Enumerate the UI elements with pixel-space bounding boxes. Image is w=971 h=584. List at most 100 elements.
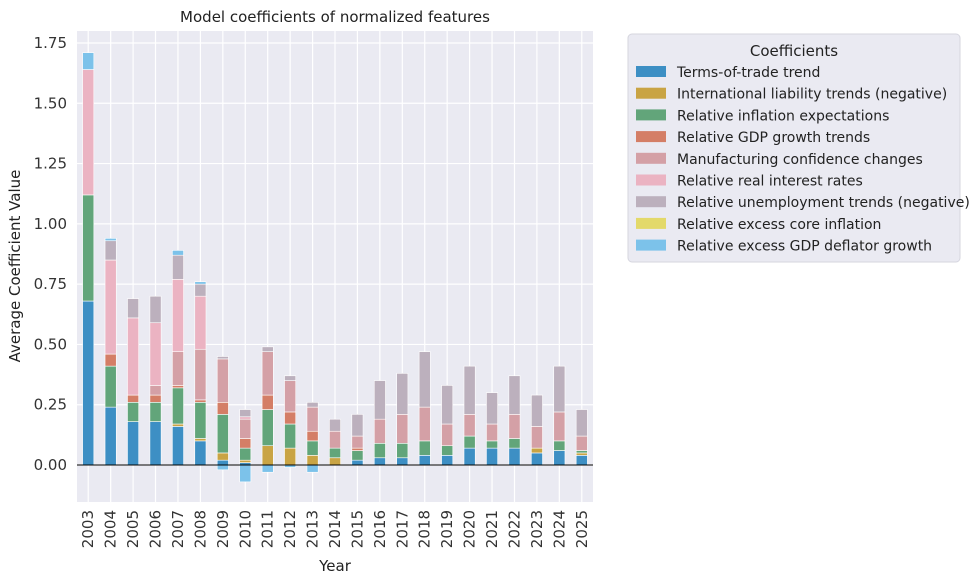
- x-tick-label: 2022: [505, 510, 523, 548]
- legend-box: [627, 33, 961, 263]
- bar-segment: [575, 452, 588, 456]
- bar-segment: [396, 373, 409, 415]
- x-tick-label: 2021: [483, 510, 501, 548]
- bar-segment: [553, 450, 566, 466]
- bar-segment: [351, 435, 364, 449]
- y-tick-label: 1.75: [34, 34, 67, 52]
- bar-segment: [441, 385, 454, 425]
- bar-segment: [82, 52, 95, 70]
- legend-label: Relative inflation expectations: [677, 108, 889, 124]
- y-tick-label: 0.25: [34, 396, 67, 414]
- bar-segment: [172, 250, 184, 256]
- x-tick-label: 2012: [281, 510, 299, 548]
- bar-segment: [194, 440, 207, 466]
- bar-segment: [531, 447, 543, 454]
- bar-segment: [284, 411, 297, 425]
- bar-segment: [329, 457, 341, 466]
- x-tick-label: 2008: [191, 510, 209, 548]
- bar-segment: [172, 279, 184, 352]
- bar-segment: [172, 385, 184, 389]
- bar-segment: [486, 423, 498, 442]
- y-tick-label: 1.50: [34, 94, 67, 112]
- bar-segment: [553, 411, 566, 442]
- x-tick-label: 2019: [438, 510, 456, 548]
- bar-segment: [284, 423, 297, 449]
- bar-segment: [194, 283, 207, 297]
- y-tick-label: 1.00: [34, 215, 67, 233]
- bar-segment: [396, 414, 409, 444]
- legend-swatch: [636, 109, 666, 121]
- bar-segment: [373, 457, 386, 466]
- legend-label: Terms-of-trade trend: [676, 65, 820, 81]
- y-tick-label: 1.25: [34, 155, 67, 173]
- legend-label: Relative GDP growth trends: [677, 130, 870, 146]
- bar-segment: [418, 455, 431, 466]
- bar-segment: [172, 351, 184, 386]
- bar-segment: [149, 295, 162, 324]
- legend-label: Relative unemployment trends (negative): [677, 195, 970, 211]
- legend-swatch: [636, 66, 666, 77]
- bar-segment: [396, 442, 409, 459]
- bar-segment: [261, 445, 274, 466]
- bar-segment: [216, 356, 229, 360]
- bar-segment: [486, 440, 498, 449]
- bar-segment: [127, 421, 139, 466]
- x-tick-label: 2009: [214, 510, 232, 548]
- bar-segment: [531, 394, 543, 427]
- bar-segment: [508, 447, 521, 466]
- bar-segment: [239, 447, 252, 461]
- bar-segment: [351, 414, 364, 437]
- bar-segment: [373, 418, 386, 444]
- x-axis-label: Year: [318, 557, 352, 575]
- bar-segment: [329, 447, 341, 459]
- bar-segment: [463, 414, 476, 437]
- bar-segment: [239, 438, 252, 449]
- legend-label: Relative excess core inflation: [677, 217, 881, 233]
- bar-segment: [216, 464, 229, 471]
- bar-segment: [463, 435, 476, 449]
- bar-segment: [351, 447, 364, 451]
- legend-label: Relative real interest rates: [677, 174, 863, 190]
- bar-segment: [104, 406, 117, 466]
- bar-segment: [508, 414, 521, 439]
- legend-swatch: [636, 152, 666, 164]
- bar-segment: [194, 348, 207, 401]
- y-ticks: 0.00 0.25 0.50 0.75 1.00 1.25 1.50 1.75: [34, 34, 67, 474]
- legend: Coefficients Terms-of-trade trend Interna…: [627, 33, 970, 263]
- bar-segment: [216, 452, 229, 461]
- bar-segment: [82, 69, 95, 196]
- bar-segment: [306, 455, 319, 466]
- bar-segment: [261, 394, 274, 410]
- bar-segment: [463, 447, 476, 466]
- bar-segment: [104, 259, 117, 355]
- bar-segment: [216, 414, 229, 454]
- bar-segment: [486, 447, 498, 466]
- legend-label: Relative excess GDP deflator growth: [677, 239, 932, 255]
- bar-segment: [127, 317, 139, 396]
- x-tick-label: 2016: [371, 510, 389, 548]
- legend-title: Coefficients: [750, 42, 838, 60]
- bar-segment: [216, 459, 229, 466]
- x-tick-label: 2011: [259, 510, 277, 548]
- bar-segment: [306, 440, 319, 456]
- bar-segment: [441, 423, 454, 447]
- bar-segment: [261, 464, 274, 473]
- bar-segment: [239, 464, 252, 483]
- bar-segment: [127, 298, 139, 319]
- x-tick-label: 2014: [326, 510, 344, 548]
- bar-segment: [194, 402, 207, 439]
- x-ticks: 2003 2004 2005 2006 2007 2008 2009 2010 2011 2012…: [79, 510, 591, 548]
- bar-segment: [149, 394, 162, 403]
- bar-segment: [239, 459, 252, 463]
- bar-segment: [373, 442, 386, 459]
- bar-segment: [194, 399, 207, 403]
- y-tick-label: 0.75: [34, 275, 67, 293]
- bar-segment: [149, 402, 162, 422]
- bar-segment: [284, 380, 297, 413]
- bar-segment: [373, 380, 386, 420]
- bar-segment: [553, 440, 566, 451]
- bar-segment: [261, 351, 274, 396]
- x-tick-label: 2003: [79, 510, 97, 548]
- legend-swatch: [636, 196, 666, 208]
- x-tick-label: 2013: [304, 510, 322, 548]
